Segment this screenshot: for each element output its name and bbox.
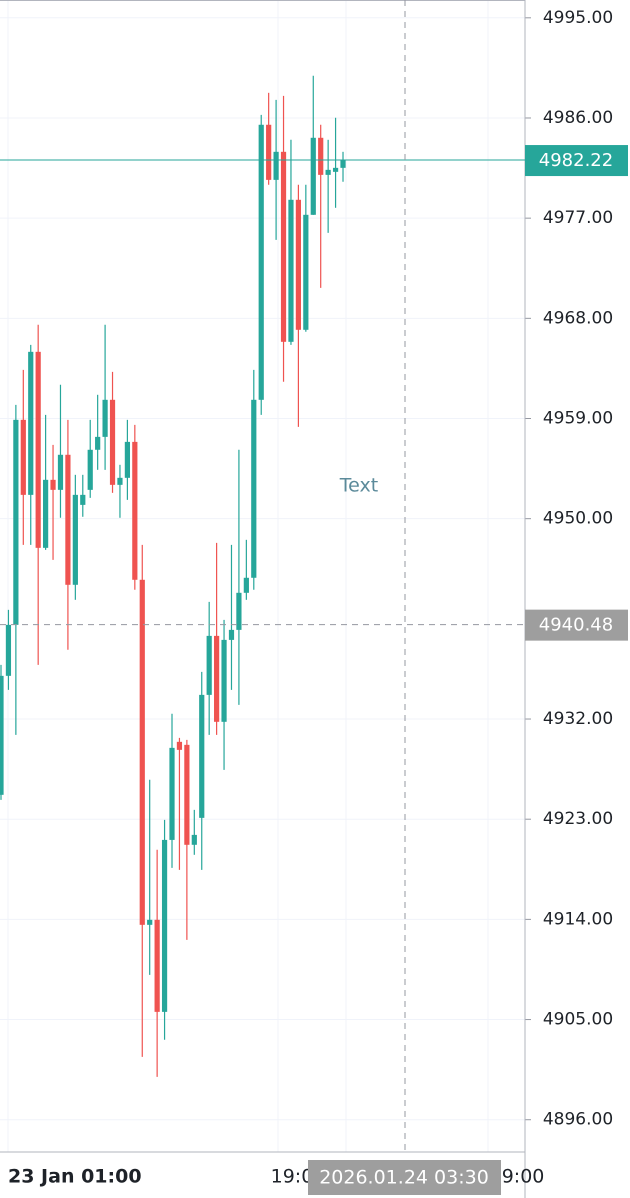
candle-body [280,151,287,342]
candle-body [102,399,108,437]
candle-body [5,624,12,676]
candle-body [169,747,175,840]
candle-body [303,214,309,330]
candle-body [176,741,183,750]
last-price-label: 4982.22 [539,150,613,171]
candle-body [43,479,49,548]
candle-body [221,639,227,722]
candle-body [13,419,19,625]
crosshair-price-label: 4940.48 [539,615,613,636]
y-tick-label: 4896.00 [543,1110,613,1130]
candle-body [273,151,279,180]
candle-body [206,635,212,695]
candle-body [199,694,205,818]
candle-body [80,494,86,505]
candle-body [332,167,339,172]
y-tick-label: 4995.00 [543,8,613,28]
crosshair-time-label: 2026.01.24 03:30 [319,1167,489,1189]
y-tick-label: 4950.00 [543,509,613,529]
candle-body [57,454,64,490]
last-price-box [525,145,628,177]
y-tick-label: 4986.00 [543,108,613,128]
candle-body [65,454,71,585]
candle-body [161,839,168,1012]
candle-body [117,477,123,485]
x-tick-label: 23 Jan 01:00 [8,1166,142,1188]
candle-body [243,577,249,593]
candle-body [20,419,26,495]
candle-body [139,579,145,925]
crosshair-time-box [308,1160,501,1195]
candle-body [109,399,116,485]
candle-body [132,441,138,580]
candle-body [0,675,4,795]
annotation-text: Text [339,475,378,497]
background-layer [0,0,525,1152]
candle-body [191,834,197,845]
candle-body [87,449,93,490]
candle-body [147,919,153,925]
candle-body [266,124,272,180]
y-tick-label: 4977.00 [543,208,613,228]
x-tick-label: 09:00 [490,1166,545,1188]
candle-body [236,592,242,630]
candle-body [318,137,324,175]
candle-body [184,744,190,845]
candle-body [124,441,130,478]
y-tick-label: 4905.00 [543,1010,613,1030]
candle-body [154,919,160,1012]
candle-body [72,494,78,585]
crosshair-price-box [525,609,628,641]
candle-body [325,169,331,175]
candle-body [95,436,101,450]
y-tick-label: 4914.00 [543,909,613,929]
candle-body [288,199,294,342]
candle-body [310,137,316,215]
candle-body [295,199,301,330]
candle-body [35,351,41,548]
candle-body [258,124,264,400]
candle-body [228,629,235,640]
candle-body [340,160,346,168]
y-tick-label: 4932.00 [543,709,613,729]
candle-body [251,399,257,578]
y-tick-label: 4959.00 [543,409,613,429]
y-tick-label: 4968.00 [543,308,613,328]
candle-body [28,351,34,495]
candle-body [50,479,56,490]
candle-body [214,635,220,722]
y-tick-label: 4923.00 [543,809,613,829]
